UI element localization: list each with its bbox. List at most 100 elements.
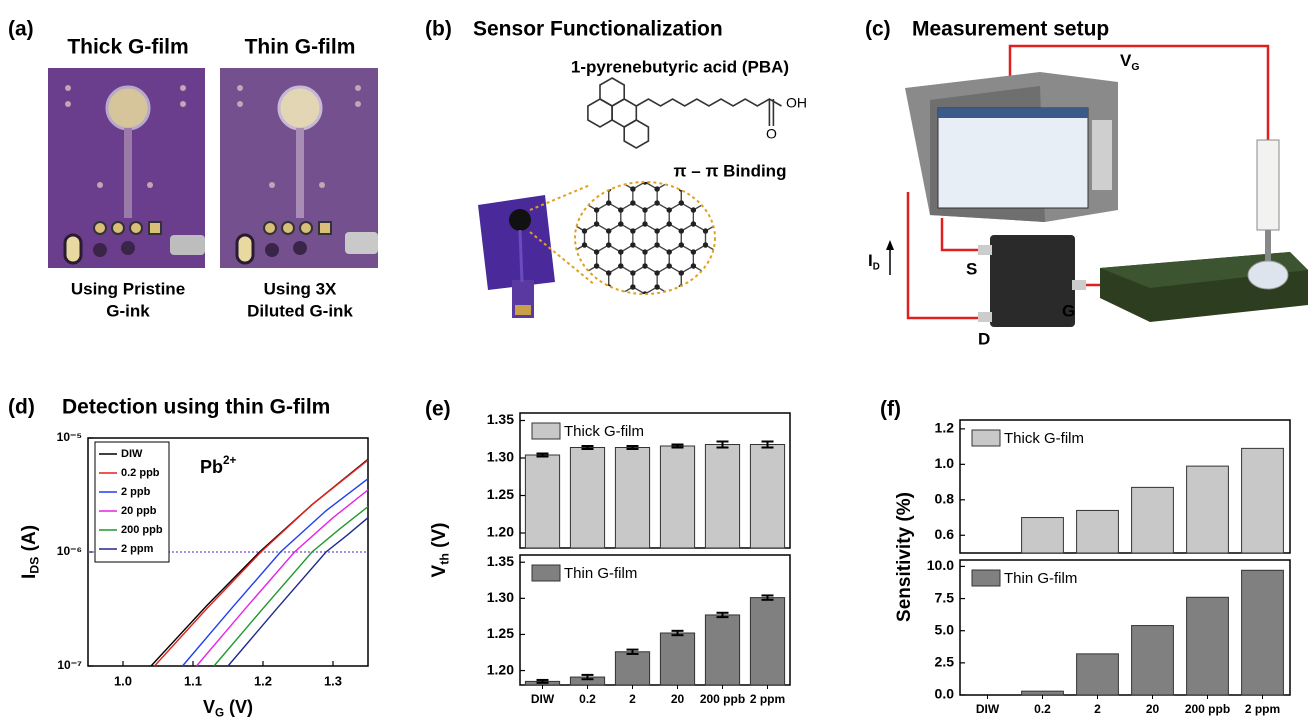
lattice-atom [691,333,696,338]
bar [1186,465,1229,554]
molecule-name: 1-pyrenebutyric acid (PBA) [571,57,789,76]
lattice-atom [558,242,563,247]
lattice-atom [630,312,635,317]
error-bar [761,440,774,449]
lattice-atom [606,158,611,163]
x-tick-label: 200 ppb [1185,702,1230,716]
text-part: th [438,553,452,565]
text-part: 2+ [223,454,237,467]
lattice-atom [727,228,732,233]
lattice-atom [739,333,744,338]
bar [1186,596,1229,696]
lattice-atom [618,305,623,310]
lattice-atom [558,158,563,163]
text-part: V [1120,51,1132,70]
lattice-atom [642,165,647,170]
lattice-atom [546,179,551,184]
lattice-atom [751,186,756,191]
zoom-ellipse [574,181,716,295]
lattice-atom [534,326,539,331]
lattice-atom [575,249,576,255]
lattice-atom [642,182,648,185]
lattice-atom [582,158,587,163]
lattice-atom [727,186,732,191]
lattice-cell [766,245,790,273]
y-axis-label: IDS (A) [19,525,42,579]
lattice-atom [558,326,563,331]
bar [614,447,651,549]
y-tick-label: 0.0 [935,686,955,702]
lattice-cell [585,308,609,336]
lattice-atom [654,284,660,290]
lattice-atom [727,200,732,205]
lattice-atom [776,326,781,331]
y-tick-label: 10⁻⁶ [57,544,82,558]
lattice-cell [730,266,754,294]
lattice-atom [558,228,563,233]
lattice-atom [776,312,781,317]
text-part: (V) [429,523,450,554]
lattice-atom [702,270,709,276]
lattice-atom [582,312,587,317]
lattice-atom [703,312,708,317]
error-bar [671,443,684,449]
lattice-atom [575,291,576,294]
lattice-atom [509,158,514,163]
bar [659,632,696,686]
lattice-atom [570,305,575,310]
lattice-atom [763,207,768,212]
lattice-cell [633,140,657,168]
lattice-atom [776,284,781,289]
lattice-atom [618,291,624,294]
y-tick-label: 1.20 [487,524,514,540]
legend-label: 200 ppb [121,524,163,536]
lattice-cell [692,286,715,294]
lattice-atom [702,200,709,206]
lattice-atom [618,182,624,185]
lattice-atom [739,291,744,296]
lattice-cell [583,223,610,253]
legend-label: Thick G-film [1004,430,1084,447]
lattice-cell [730,308,754,336]
lattice-atom [558,242,563,247]
lattice-atom [715,291,720,296]
lattice-atom [702,284,709,290]
lattice-atom [575,182,576,185]
lattice-atom [642,305,647,310]
lattice-atom [594,291,600,294]
lattice-cell [706,308,730,336]
lattice-atom [594,249,600,255]
lattice-atom [727,270,732,275]
lattice-atom [739,221,744,226]
panel-title: Sensor Functionalization [473,18,723,41]
lattice-atom [690,249,697,255]
lattice-atom [727,242,732,247]
lattice-atom [702,284,709,290]
lattice-atom [788,165,793,170]
lattice-atom [558,270,563,275]
y-tick-label: 1.35 [487,553,514,569]
lattice-atom [606,312,611,317]
lattice-atom [546,305,551,310]
text-part: I [19,574,40,579]
line-series [153,459,369,667]
lattice-atom [702,228,709,234]
lattice-atom [570,305,575,310]
lattice-atom [654,186,660,192]
lattice-atom [788,305,793,310]
lattice-atom [690,291,697,294]
y-tick-label: 5.0 [935,621,955,637]
lattice-atom [534,284,539,289]
lattice-atom [582,158,587,163]
caption: Using Pristine [71,279,185,298]
lattice-atom [715,305,720,310]
lattice-atom [703,144,708,149]
lattice-atom [763,291,768,296]
lattice-atom [534,312,539,317]
lattice-atom [702,242,709,248]
lattice-atom [678,228,684,234]
lattice-atom [594,291,600,294]
lattice-atom [575,221,576,227]
lattice-atom [618,333,623,338]
